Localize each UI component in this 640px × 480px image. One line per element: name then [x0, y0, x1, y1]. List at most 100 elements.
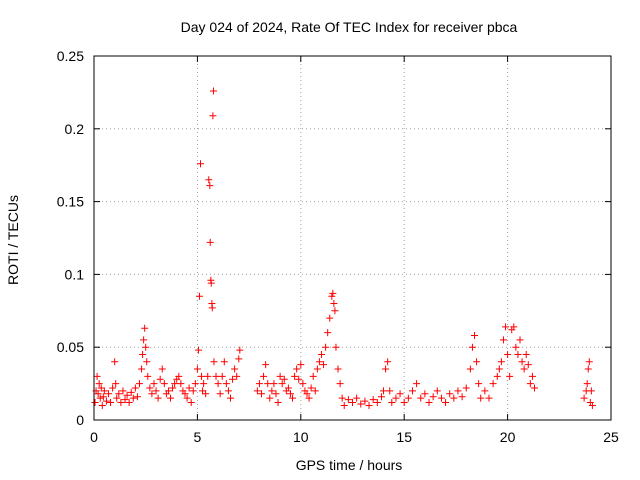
data-point	[524, 361, 532, 369]
data-point	[125, 399, 133, 407]
data-point	[224, 387, 232, 395]
data-point	[264, 380, 272, 388]
data-point	[518, 358, 526, 366]
data-point	[530, 384, 538, 392]
data-points	[91, 87, 596, 409]
data-point	[148, 390, 156, 398]
data-point	[199, 387, 207, 395]
data-point	[408, 387, 416, 395]
data-point	[156, 375, 164, 383]
data-point	[475, 380, 483, 388]
data-point	[194, 346, 202, 354]
data-point	[197, 160, 205, 168]
data-point	[495, 365, 503, 373]
data-point	[324, 329, 332, 337]
data-point	[141, 324, 149, 332]
data-point	[198, 372, 206, 380]
data-point	[303, 390, 311, 398]
data-point	[111, 358, 119, 366]
data-point	[104, 390, 112, 398]
data-point	[123, 391, 131, 399]
data-point	[499, 336, 507, 344]
data-point	[204, 372, 212, 380]
data-point	[322, 343, 330, 351]
data-point	[94, 390, 102, 398]
data-point	[328, 292, 336, 300]
data-point	[142, 343, 150, 351]
data-point	[329, 289, 337, 297]
data-point	[212, 372, 220, 380]
data-point	[377, 393, 385, 401]
data-point	[274, 399, 282, 407]
data-point	[580, 394, 588, 402]
x-tick-label: 25	[603, 429, 619, 445]
data-point	[506, 372, 514, 380]
data-point	[317, 350, 325, 358]
data-point	[187, 399, 195, 407]
data-point	[384, 358, 392, 366]
data-point	[336, 380, 344, 388]
data-point	[357, 400, 365, 408]
data-point	[177, 380, 185, 388]
data-point	[481, 387, 489, 395]
data-point	[214, 380, 222, 388]
data-point	[235, 355, 243, 363]
x-axis-label: GPS time / hours	[296, 457, 403, 473]
data-point	[93, 372, 101, 380]
data-point	[96, 394, 104, 402]
data-point	[404, 394, 412, 402]
data-point	[349, 399, 356, 407]
data-point	[293, 365, 301, 373]
chart-title: Day 024 of 2024, Rate Of TEC Index for r…	[181, 19, 518, 35]
data-point	[585, 358, 593, 366]
data-point	[143, 358, 151, 366]
data-point	[167, 394, 175, 402]
data-point	[97, 384, 105, 392]
data-point	[216, 390, 224, 398]
data-point	[98, 401, 106, 409]
data-point	[466, 365, 474, 373]
x-tick-label: 10	[293, 429, 309, 445]
data-point	[386, 387, 394, 395]
data-point	[164, 387, 172, 395]
data-point	[361, 397, 369, 405]
data-point	[191, 380, 199, 388]
data-point	[514, 350, 522, 358]
data-point	[113, 394, 121, 402]
data-point	[526, 380, 534, 388]
data-point	[131, 384, 139, 392]
data-point	[297, 361, 305, 369]
y-tick-label: 0	[76, 412, 84, 428]
plot-frame	[93, 55, 612, 421]
data-point	[107, 399, 115, 407]
data-point	[109, 384, 117, 392]
data-point	[396, 390, 404, 398]
data-point	[139, 350, 147, 358]
data-point	[185, 384, 193, 392]
data-point	[291, 372, 299, 380]
data-point	[160, 380, 168, 388]
data-point	[152, 387, 160, 395]
data-point	[206, 182, 214, 190]
data-point	[276, 372, 284, 380]
data-point	[446, 390, 454, 398]
data-point	[380, 387, 388, 395]
data-point	[477, 394, 485, 402]
data-point	[206, 238, 214, 246]
data-point	[307, 384, 315, 392]
data-point	[158, 365, 166, 373]
data-point	[181, 390, 189, 398]
data-point	[289, 394, 297, 402]
data-point	[510, 323, 518, 331]
data-point	[268, 387, 276, 395]
data-point	[392, 394, 400, 402]
data-point	[437, 394, 445, 402]
data-point	[584, 365, 592, 373]
data-point	[208, 304, 216, 312]
data-point	[260, 372, 268, 380]
data-point	[229, 375, 237, 383]
data-point	[200, 380, 208, 388]
data-point	[588, 401, 596, 409]
data-point	[253, 387, 261, 395]
data-point	[344, 396, 352, 404]
